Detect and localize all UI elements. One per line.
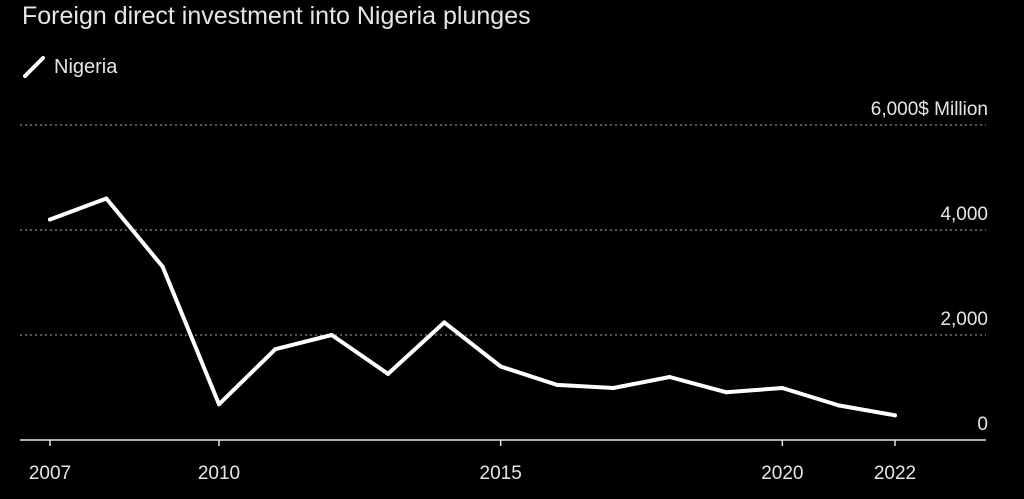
data-point <box>442 320 447 325</box>
x-axis <box>20 439 986 446</box>
data-point <box>104 196 109 201</box>
data-point <box>724 390 728 395</box>
x-tick-label: 2015 <box>480 463 522 484</box>
gridlines <box>20 124 986 336</box>
data-point <box>667 375 672 379</box>
x-axis-labels: 2007 2010 2015 2020 2022 <box>29 463 916 484</box>
data-point <box>611 386 616 391</box>
data-point <box>386 371 390 376</box>
x-tick-label: 2022 <box>874 463 916 484</box>
y-tick-label: 4,000 <box>940 204 988 225</box>
legend: Nigeria <box>22 54 117 80</box>
x-tick-label: 2020 <box>761 463 803 484</box>
chart-title: Foreign direct investment into Nigeria p… <box>22 2 531 30</box>
data-point <box>273 347 278 352</box>
data-point <box>780 386 785 391</box>
legend-line-icon <box>23 56 45 78</box>
data-point <box>48 217 52 222</box>
data-point <box>836 403 841 408</box>
data-point <box>555 382 559 387</box>
series-line-nigeria <box>48 196 897 418</box>
y-tick-label: 0 <box>977 414 988 435</box>
data-point <box>498 364 503 369</box>
legend-label: Nigeria <box>54 55 118 78</box>
y-tick-label: 2,000 <box>940 309 988 330</box>
x-tick-label: 2010 <box>198 463 240 484</box>
series-layer <box>48 196 897 418</box>
data-point <box>893 413 897 418</box>
data-point <box>329 333 334 337</box>
data-point <box>217 402 221 407</box>
y-tick-label: 6,000$ Million <box>871 99 988 120</box>
x-tick-label: 2007 <box>29 463 71 484</box>
data-point <box>160 264 165 269</box>
y-axis-labels: 0 2,000 4,000 6,000$ Million <box>871 99 988 435</box>
